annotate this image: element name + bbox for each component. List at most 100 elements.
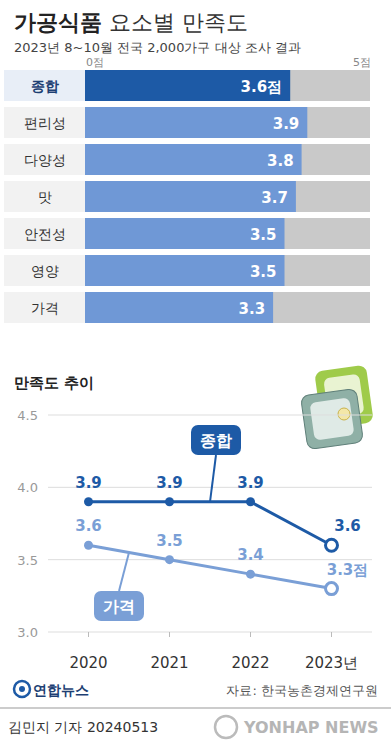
bar-track [85, 218, 370, 249]
credit: 김민지 기자 20240513 [8, 719, 158, 735]
data-label: 3.5 [250, 263, 277, 281]
infographic: 가공식품 요소별 만족도 2023년 8~10월 전국 2,000가구 대상 조사… [0, 0, 391, 750]
bar [85, 255, 285, 286]
y-tick-label: 4.0 [17, 480, 38, 495]
x-tick [88, 632, 89, 637]
x-tick-label: 5점 [353, 56, 371, 69]
x-tick [250, 632, 251, 637]
category-cell [4, 70, 85, 101]
data-label: 3.5 [250, 226, 277, 244]
series-line [89, 502, 332, 545]
x-tick [331, 632, 332, 637]
data-label: 3.9 [273, 115, 300, 133]
data-label: 3.3점 [327, 561, 369, 579]
y-tick-label: 4.5 [17, 408, 38, 423]
series-name: 종합 [200, 431, 232, 450]
bar [85, 292, 273, 323]
bar-tracks [4, 70, 370, 323]
title-rest: 요소별 만족도 [102, 10, 248, 35]
source: 자료: 한국농촌경제연구원 [226, 683, 378, 698]
title-strong: 가공식품 [14, 10, 102, 35]
icon-dot [338, 408, 350, 420]
separator [0, 708, 391, 709]
subtitle: 2023년 8~10월 전국 2,000가구 대상 조사 결과 [14, 40, 301, 55]
point [165, 555, 174, 564]
point [246, 497, 255, 506]
data-label: 3.7 [261, 189, 288, 207]
x-tick [169, 632, 170, 637]
bar-track [85, 107, 370, 138]
x-tick-label: 2023년 [305, 654, 358, 672]
lines [84, 497, 338, 594]
grid-line [48, 632, 372, 633]
x-tick-label: 2021 [150, 654, 188, 672]
bar [85, 144, 302, 175]
grid-line [48, 415, 372, 416]
category-cell [4, 255, 85, 286]
callout-line [119, 552, 129, 591]
chart-title: 만족도 추이 [14, 374, 94, 392]
icon-pack-window [310, 397, 355, 440]
category-label: 다양성 [24, 152, 66, 168]
y-tick-label: 3.0 [17, 625, 38, 640]
bar-track [85, 255, 370, 286]
data-label: 3.9 [75, 474, 102, 492]
bar [85, 70, 290, 101]
watermark-mark [215, 716, 237, 738]
bar [85, 107, 307, 138]
watermark-text: YONHAP NEWS [243, 718, 379, 737]
logo-mark [14, 681, 30, 697]
category-label: 종합 [31, 78, 59, 94]
watermark: YONHAP NEWS [215, 716, 379, 738]
category-label: 편리성 [24, 115, 66, 131]
data-label: 3.8 [267, 152, 294, 170]
bar [85, 181, 296, 212]
data-label: 3.5 [156, 532, 183, 550]
point [84, 541, 93, 550]
grid-line [48, 559, 372, 560]
x-tick-label: 2020 [69, 654, 107, 672]
category-cell [4, 144, 85, 175]
series-name-box [191, 425, 241, 455]
data-label: 3.3 [239, 300, 266, 318]
logo-mark [19, 686, 25, 692]
y-tick-label: 3.5 [17, 553, 38, 568]
bar [85, 218, 285, 249]
category-cell [4, 292, 85, 323]
point [246, 570, 255, 579]
bar-track [85, 292, 370, 323]
grid [48, 415, 372, 632]
data-label: 3.6 [75, 517, 102, 535]
category-cell [4, 107, 85, 138]
bars [85, 70, 307, 323]
logo: 연합뉴스 [14, 681, 89, 698]
data-label: 3.9 [237, 474, 264, 492]
bar-track [85, 181, 370, 212]
point [326, 583, 338, 595]
icon-pack [301, 388, 364, 449]
series-name-box [94, 591, 144, 621]
bar-track [85, 70, 370, 101]
data-label: 3.6점 [241, 78, 283, 96]
series-name: 가격 [103, 597, 135, 616]
point [84, 497, 93, 506]
bar-track [85, 144, 370, 175]
data-label: 3.9 [156, 474, 183, 492]
category-label: 영양 [31, 263, 59, 279]
decoration [301, 365, 374, 450]
x-tick-label: 0점 [86, 56, 104, 69]
data-label: 3.6 [334, 517, 361, 535]
category-cell [4, 181, 85, 212]
callout-line [210, 455, 216, 502]
category-label: 맛 [38, 189, 52, 205]
line-labels: 3.9 3.9 3.9 3.6 종합 3.6 3.5 3.4 3.3점가격 [75, 425, 368, 621]
category-cell [4, 218, 85, 249]
title: 가공식품 요소별 만족도 [14, 10, 248, 35]
data-label: 3.4 [237, 546, 264, 564]
category-label: 가격 [31, 300, 59, 316]
point [165, 497, 174, 506]
x-tick-label: 2022 [231, 654, 269, 672]
point [326, 539, 338, 551]
category-label: 안전성 [24, 226, 66, 242]
logo-text: 연합뉴스 [33, 682, 89, 698]
